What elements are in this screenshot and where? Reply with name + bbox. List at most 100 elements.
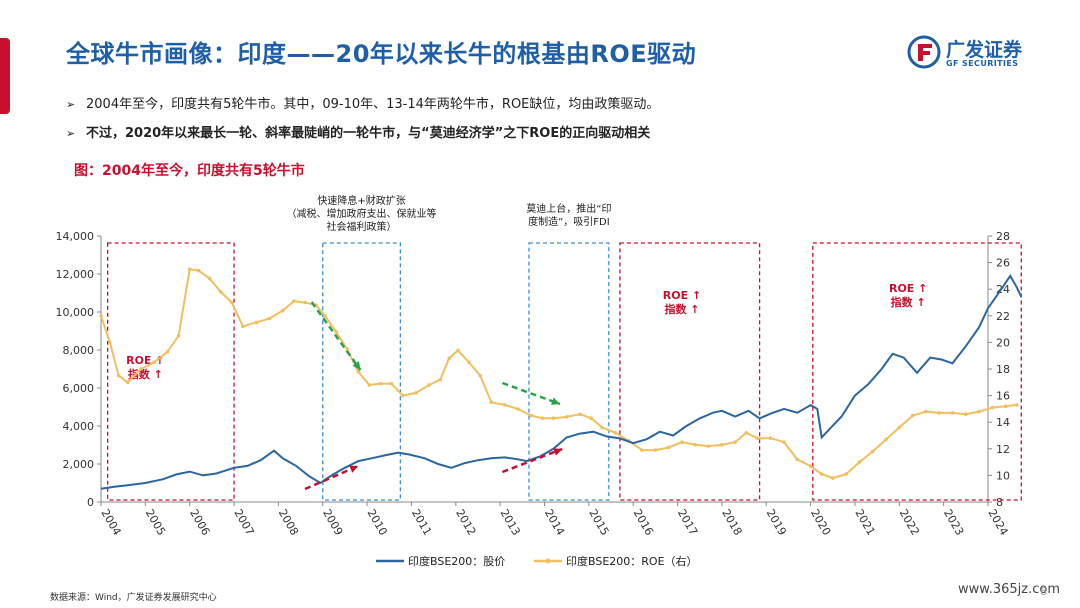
legend-roe-marker [545, 558, 551, 564]
roe-point [870, 449, 875, 454]
roe-point [478, 373, 482, 378]
roe-point [540, 416, 545, 421]
policy-note-text: 莫迪上台，推出“印 [526, 202, 611, 215]
roe-point [303, 300, 307, 305]
roe-point [187, 267, 192, 272]
roe-driven-bull-box [812, 242, 1022, 501]
watermark: www.365jz.com [958, 582, 1060, 597]
x-tick-label: 2024 [985, 507, 1010, 538]
bullet-item: ➢ 2004年至今，印度共有5轮牛市。其中，09-10年、13-14年两轮牛市，R… [66, 93, 659, 112]
roe-point [427, 383, 431, 387]
y-left-tick-label: 12,000 [56, 268, 95, 281]
policy-note-text: （减税、增加政府支出、保就业等 [287, 207, 437, 220]
roe-point [744, 431, 749, 435]
roe-point [529, 413, 533, 418]
roe-point [125, 380, 130, 385]
roe-point [1015, 403, 1019, 407]
x-tick-label: 2009 [320, 507, 345, 538]
roe-point [1003, 404, 1008, 409]
roe-point [950, 411, 955, 415]
y-right-tick-label: 20 [996, 336, 1010, 349]
y-left-tick-label: 0 [87, 496, 94, 509]
x-tick-label: 2008 [276, 507, 301, 538]
roe-point [578, 412, 582, 417]
roe-point [653, 448, 658, 452]
roe-point [795, 457, 800, 462]
price-rise-arrow-head [349, 465, 359, 473]
roe-point [666, 445, 671, 450]
roe-point [334, 329, 338, 334]
roe-point [152, 360, 157, 365]
roe-point [768, 436, 773, 440]
roe-label: ROE ↑ [663, 289, 701, 302]
policy-note-text: 度制造”，吸引FDI [528, 215, 610, 228]
roe-point [564, 415, 569, 419]
roe-label: ROE ↑ [889, 282, 927, 295]
x-tick-label: 2022 [897, 507, 922, 538]
y-right-tick-label: 14 [996, 416, 1010, 429]
x-tick-label: 2020 [808, 507, 833, 538]
y-right-tick-label: 10 [996, 469, 1010, 482]
price-rise-arrow-head [553, 448, 563, 456]
roe-point [733, 440, 738, 444]
policy-driven-bull-box [528, 242, 610, 501]
roe-point [356, 369, 361, 374]
x-tick-label: 2019 [764, 507, 789, 538]
policy-note-text: 快速降息+财政扩张 [317, 194, 405, 207]
roe-point [438, 377, 443, 382]
y-left-tick-label: 10,000 [56, 306, 95, 319]
roe-point [857, 460, 862, 464]
policy-driven-bull-box [322, 242, 402, 501]
legend-price-label: 印度BSE200：股价 [408, 554, 505, 568]
figure-title: 图：2004年至今，印度共有5轮牛市 [74, 163, 305, 179]
roe-point [447, 356, 451, 361]
roe-point [139, 367, 143, 371]
roe-point [613, 431, 618, 435]
roe-point [808, 464, 813, 468]
y-left-tick-label: 2,000 [63, 458, 95, 471]
arrow-bullet-icon: ➢ [66, 98, 76, 111]
index-label: 指数 ↑ [664, 302, 699, 316]
roe-point [267, 316, 272, 321]
roe-point [230, 300, 234, 305]
roe-decline-arrow [310, 301, 362, 371]
roe-point [964, 412, 968, 417]
roe-point [292, 299, 296, 303]
roe-point [502, 403, 507, 407]
roe-decline-arrow-head [551, 397, 561, 405]
roe-point [176, 333, 181, 338]
price-series-line [100, 274, 1023, 490]
x-tick-label: 2014 [542, 507, 567, 538]
roe-point [489, 400, 494, 405]
page-number: 6 [1040, 585, 1047, 598]
roe-point [389, 381, 394, 386]
x-tick-label: 2013 [498, 507, 523, 538]
logo-name-cn: 广发证券 [946, 39, 1023, 61]
roe-point [116, 373, 121, 378]
roe-point [378, 381, 383, 386]
y-right-tick-label: 16 [996, 390, 1010, 403]
x-tick-label: 2007 [231, 507, 256, 538]
x-tick-label: 2015 [586, 507, 611, 538]
bullet-text: 不过，2020年以来最长一轮、斜率最陡峭的一轮牛市，与“莫迪经济学”之下ROE的… [86, 126, 651, 141]
gf-securities-logo: 广发证券 GF SECURITIES [906, 34, 1046, 74]
index-label: 指数 ↑ [128, 367, 163, 381]
roe-point [600, 425, 604, 430]
roe-point [680, 440, 684, 444]
roe-point [108, 340, 112, 345]
roe-point [467, 360, 471, 365]
bullet-text: 2004年至今，印度共有5轮牛市。其中，09-10年、13-14年两轮牛市，RO… [86, 97, 660, 112]
x-tick-label: 2021 [852, 507, 877, 538]
roe-point [456, 348, 460, 353]
bullet-item: ➢ 不过，2020年以来最长一轮、斜率最陡峭的一轮牛市，与“莫迪经济学”之下ROE… [66, 122, 650, 141]
roe-point [720, 443, 724, 447]
x-tick-label: 2004 [98, 507, 123, 538]
roe-point [693, 443, 698, 447]
roe-decline-arrow [501, 381, 561, 406]
policy-note-text: 社会福利政策） [327, 220, 397, 233]
roe-point [367, 383, 372, 387]
roe-driven-bull-box [107, 242, 235, 501]
roe-point [99, 314, 103, 318]
y-right-tick-label: 8 [996, 496, 1003, 509]
roe-point [281, 308, 285, 313]
